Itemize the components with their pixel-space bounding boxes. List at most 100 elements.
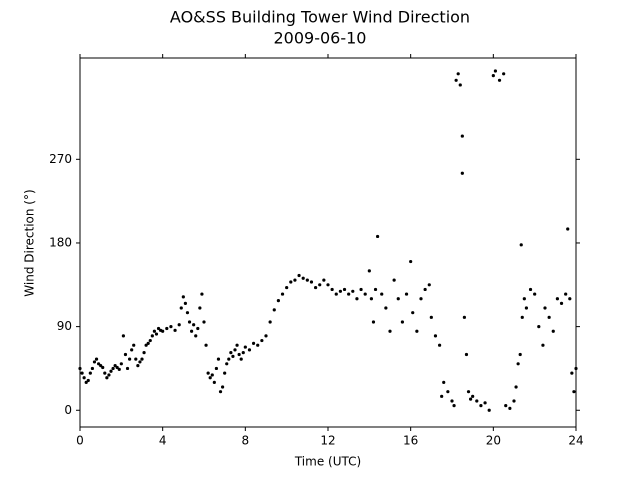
point	[130, 348, 134, 352]
point	[458, 83, 462, 87]
point	[355, 297, 359, 301]
point	[140, 357, 144, 361]
point	[165, 326, 169, 331]
x-tick-label: 4	[159, 434, 167, 448]
point	[208, 376, 212, 380]
point	[88, 371, 92, 375]
point	[264, 334, 268, 338]
point	[469, 397, 473, 401]
point	[239, 357, 243, 361]
point	[367, 269, 371, 273]
point	[301, 276, 305, 280]
point	[566, 227, 570, 231]
point	[125, 366, 130, 371]
chart-subtitle: 2009-06-10	[274, 29, 367, 48]
point	[359, 287, 363, 292]
point	[136, 364, 140, 368]
point	[237, 352, 241, 357]
point	[84, 380, 88, 384]
point	[404, 292, 409, 296]
point	[392, 278, 396, 282]
point	[400, 320, 404, 324]
point	[450, 399, 454, 403]
point	[109, 369, 113, 373]
point	[433, 334, 438, 338]
point	[305, 278, 309, 282]
point	[117, 367, 121, 371]
point	[119, 362, 123, 366]
point	[533, 292, 537, 296]
point	[522, 297, 526, 301]
point	[183, 301, 187, 305]
point	[185, 311, 190, 315]
point	[568, 297, 572, 301]
point	[537, 325, 541, 329]
point	[227, 357, 231, 361]
point	[351, 289, 355, 293]
point	[493, 69, 497, 73]
point	[113, 364, 117, 368]
point	[134, 357, 138, 361]
point	[241, 351, 245, 355]
point	[144, 343, 148, 347]
point	[396, 297, 400, 301]
point	[94, 357, 99, 361]
point	[504, 404, 508, 408]
point	[440, 394, 444, 398]
point	[330, 287, 334, 292]
point	[101, 365, 105, 370]
x-tick-label: 12	[320, 434, 335, 448]
x-tick-label: 0	[76, 434, 84, 448]
point	[384, 306, 388, 310]
point	[363, 292, 367, 296]
point	[516, 362, 520, 366]
point	[564, 292, 568, 296]
point	[152, 329, 156, 333]
x-tick-label: 16	[403, 434, 418, 448]
point	[475, 399, 479, 403]
point	[202, 320, 206, 324]
point	[297, 273, 301, 278]
point	[210, 373, 214, 377]
point	[196, 326, 200, 331]
point	[187, 320, 192, 324]
point	[285, 285, 289, 290]
point	[419, 297, 423, 301]
point	[192, 323, 196, 327]
point	[464, 352, 469, 357]
point	[326, 283, 330, 287]
point	[524, 306, 529, 310]
point	[173, 328, 177, 332]
point	[342, 287, 347, 292]
point	[555, 297, 560, 301]
x-tick-label: 8	[242, 434, 250, 448]
point	[309, 280, 314, 284]
point	[520, 315, 524, 319]
point	[247, 348, 252, 352]
point	[409, 259, 413, 264]
point	[86, 378, 90, 383]
point	[256, 343, 260, 347]
point	[380, 292, 384, 296]
y-tick-label: 0	[64, 403, 72, 417]
point	[212, 380, 216, 384]
point	[92, 360, 97, 364]
point	[233, 348, 237, 352]
point	[121, 334, 125, 338]
point	[438, 343, 442, 347]
point	[574, 366, 578, 371]
point	[442, 380, 446, 384]
point	[148, 338, 152, 343]
point	[518, 352, 522, 357]
point	[198, 306, 202, 310]
point	[107, 373, 111, 377]
point	[190, 329, 194, 333]
point	[314, 285, 318, 290]
point	[547, 315, 551, 319]
point	[243, 345, 247, 349]
point	[487, 408, 491, 412]
point	[179, 306, 183, 310]
y-tick-label: 180	[49, 235, 72, 249]
